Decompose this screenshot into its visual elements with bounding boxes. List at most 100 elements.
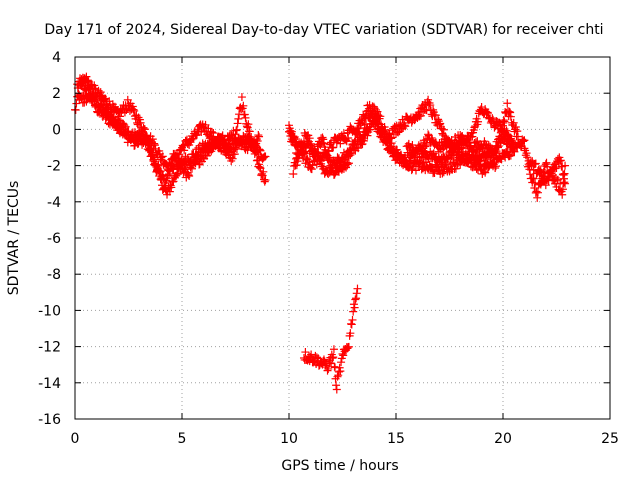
data-point [234,114,243,123]
data-point [220,135,229,144]
data-point [347,145,356,154]
data-point [150,141,159,150]
data-point [145,143,154,152]
data-point [221,140,230,149]
data-point [384,132,393,141]
y-tick-label: -8 [47,267,61,283]
data-point [344,133,353,142]
data-point [531,160,540,169]
data-point [359,136,368,145]
data-point [220,137,229,146]
data-point [387,139,396,148]
y-tick-label: -4 [47,195,61,211]
data-point [481,157,490,166]
x-tick-label: 20 [494,431,512,447]
data-point [241,113,250,122]
data-point [552,164,561,173]
data-point [307,350,316,359]
data-point [170,149,179,158]
data-point [426,101,435,110]
data-point [347,320,356,329]
data-point [237,142,246,151]
data-point [449,148,458,157]
data-point [344,342,353,351]
data-point [351,295,360,304]
data-point [483,108,492,117]
data-point [307,139,316,148]
data-point [230,150,239,159]
data-point [484,152,493,161]
data-point [343,344,352,353]
data-point [347,319,356,328]
data-point [439,125,448,134]
data-point [437,124,446,133]
data-point [342,137,351,146]
data-point [529,174,538,183]
data-point [456,144,465,153]
data-point [171,151,180,160]
data-point [520,136,529,145]
data-point [516,142,525,151]
data-point [536,166,545,175]
y-tick-label: -2 [47,159,61,175]
grid [75,57,610,419]
data-point [255,163,264,172]
data-point [536,167,545,176]
data-point [506,112,515,121]
data-point [148,150,157,159]
data-point [376,112,385,121]
data-point [416,111,425,120]
data-point [344,159,353,168]
data-point [494,143,503,152]
data-point [473,147,482,156]
data-point [76,81,85,90]
data-point [82,72,91,81]
data-point [307,165,316,174]
data-point [438,169,447,178]
data-point [237,93,246,102]
data-point [184,170,193,179]
data-point [324,364,333,373]
data-point [298,148,307,157]
data-point [533,193,542,202]
data-point [158,152,167,161]
data-point [165,169,174,178]
data-point [497,155,506,164]
data-point [532,187,541,196]
data-point [163,171,172,180]
data-point [186,163,195,172]
data-point [165,159,174,168]
data-point [175,150,184,159]
data-point [144,145,153,154]
data-point [411,166,420,175]
data-point [336,139,345,148]
data-series [71,72,570,394]
data-point [349,300,358,309]
data-point [308,161,317,170]
data-point [494,142,503,151]
data-point [258,171,267,180]
data-point [556,156,565,165]
data-point [232,125,241,134]
data-point [350,137,359,146]
data-point [261,176,270,185]
y-tick-label: 2 [52,86,61,102]
data-point [465,138,474,147]
data-point [120,121,129,130]
data-point [366,125,375,134]
data-point [212,137,221,146]
data-point [212,139,221,148]
data-point [373,119,382,128]
data-point [154,161,163,170]
data-point [347,148,356,157]
x-tick-label: 10 [280,431,298,447]
data-point [233,119,242,128]
data-point [329,353,338,362]
data-point [329,143,338,152]
data-point [362,111,371,120]
data-point [559,170,568,179]
data-point [185,171,194,180]
data-point [245,127,254,136]
data-point [260,177,269,186]
